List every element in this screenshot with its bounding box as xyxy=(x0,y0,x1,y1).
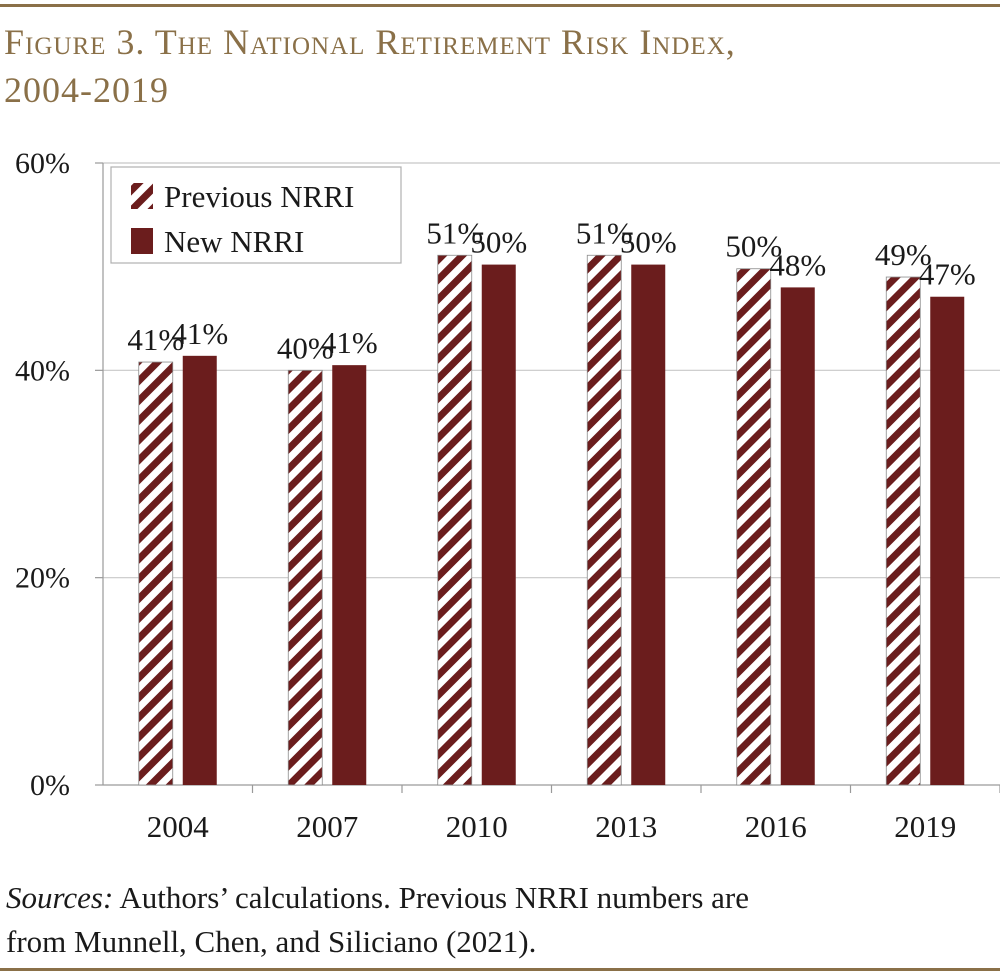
bar-new-nrri xyxy=(182,355,217,785)
bar-new-nrri xyxy=(332,365,367,785)
bars xyxy=(138,254,965,786)
y-tick-label: 60% xyxy=(15,147,70,180)
y-tick-label: 20% xyxy=(15,562,70,595)
bar-previous-nrri xyxy=(736,268,772,786)
data-label: 51% xyxy=(576,215,633,250)
bar-new-nrri xyxy=(930,296,965,785)
bar-new-nrri xyxy=(780,287,815,785)
data-label: 48% xyxy=(769,247,826,282)
x-tick-label: 2019 xyxy=(894,809,956,844)
figure-title-line2: 2004-2019 xyxy=(4,70,169,110)
x-tick-label: 2016 xyxy=(745,809,807,844)
bar-previous-nrri xyxy=(138,361,174,786)
legend-label-previous: Previous NRRI xyxy=(164,179,354,214)
data-labels: 41% 40%51% 51% 50% 49%41% 41%50% 50%48% 47% xyxy=(127,215,975,365)
data-label: 50% xyxy=(620,225,677,260)
legend-box xyxy=(110,166,402,264)
data-label: 49% xyxy=(875,237,932,272)
source-note: Sources: Authors’ calculations. Previous… xyxy=(6,876,994,964)
data-label: 50% xyxy=(470,225,527,260)
legend-swatch-previous xyxy=(131,183,153,209)
source-label: Sources: xyxy=(6,880,114,915)
axes: 0% 20% 40% 60% 2004 2007 2010 2013 2016 2019 xyxy=(15,147,1000,844)
y-tick-label: 0% xyxy=(30,769,70,802)
top-rule xyxy=(0,4,1000,7)
data-label: 41% xyxy=(321,325,378,360)
x-tick-label: 2007 xyxy=(296,809,358,844)
bar-previous-nrri xyxy=(287,369,323,786)
data-label: 41% xyxy=(171,316,228,351)
figure-title-line1: Figure 3. The National Retirement Risk I… xyxy=(4,22,736,62)
bar-previous-nrri xyxy=(885,276,921,786)
bar-previous-nrri xyxy=(586,254,622,786)
figure-title: Figure 3. The National Retirement Risk I… xyxy=(4,18,994,114)
data-label: 41% xyxy=(127,322,184,357)
y-tick-label: 40% xyxy=(15,354,70,387)
data-label: 40% xyxy=(277,330,334,365)
source-text-line2: from Munnell, Chen, and Siliciano (2021)… xyxy=(6,924,537,959)
x-tick-label: 2013 xyxy=(595,809,657,844)
source-text-line1: Authors’ calculations. Previous NRRI num… xyxy=(113,880,749,915)
data-label: 47% xyxy=(919,257,976,292)
bottom-rule xyxy=(0,968,1000,971)
x-tick-label: 2010 xyxy=(446,809,508,844)
gridlines xyxy=(103,162,1000,579)
legend-label-new: New NRRI xyxy=(164,224,304,259)
bar-new-nrri xyxy=(481,264,516,785)
legend: Previous NRRI New NRRI xyxy=(110,166,402,264)
bar-new-nrri xyxy=(631,264,666,785)
bar-previous-nrri xyxy=(437,254,473,786)
x-tick-label: 2004 xyxy=(147,809,210,844)
data-label: 51% xyxy=(426,215,483,250)
legend-swatch-new xyxy=(131,228,153,254)
data-label: 50% xyxy=(725,229,782,264)
